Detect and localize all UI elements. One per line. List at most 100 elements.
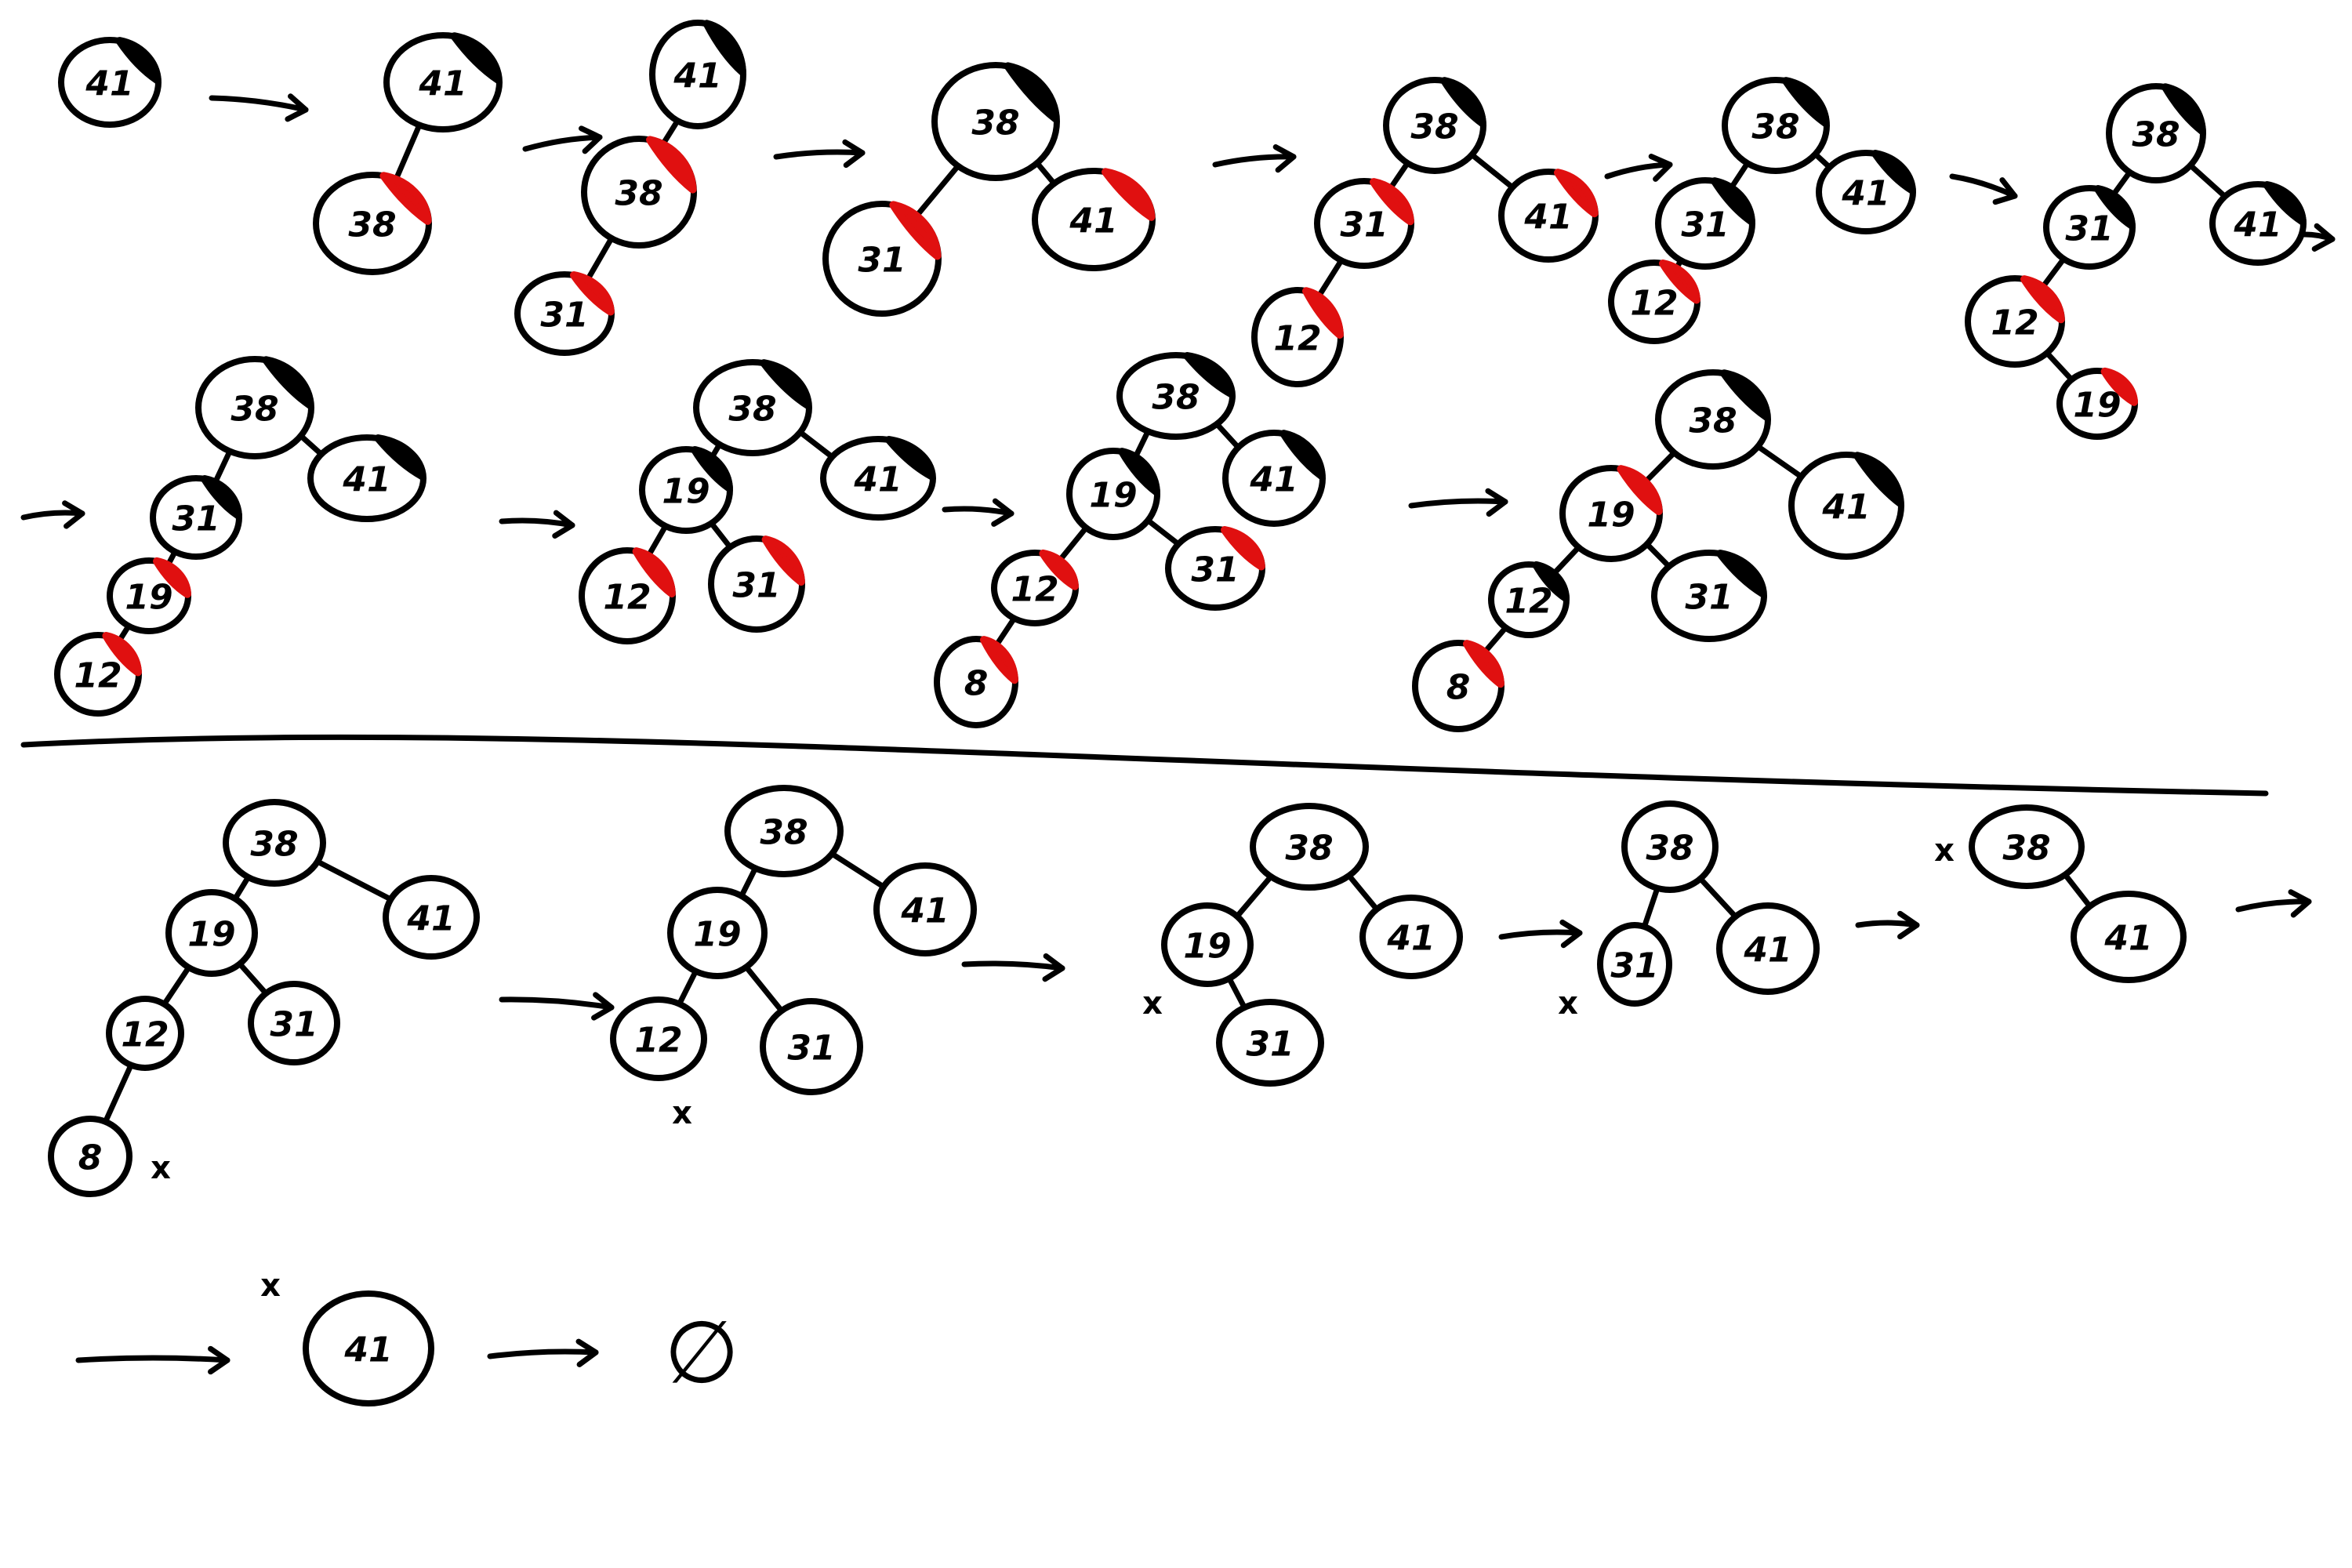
node-circle bbox=[248, 981, 340, 1065]
black-color-mark bbox=[1853, 452, 1904, 507]
step-arrow bbox=[499, 517, 575, 528]
tree-node-19: 19 bbox=[1066, 448, 1160, 540]
tree-node-12: 12 bbox=[1251, 287, 1344, 387]
tree-node-31: 31 bbox=[150, 475, 242, 560]
node-key: 38 bbox=[1152, 378, 1200, 418]
node-circle bbox=[48, 1116, 132, 1197]
step-arrow bbox=[487, 1348, 599, 1359]
tree-node-38: 38 bbox=[1722, 77, 1830, 174]
tree-node-8: 8 bbox=[934, 636, 1018, 728]
tree-node-41: 41 bbox=[1498, 169, 1599, 263]
node-key: 38 bbox=[230, 390, 278, 430]
node-key: 19 bbox=[1089, 476, 1137, 516]
node-key: 38 bbox=[760, 813, 808, 853]
node-key: 12 bbox=[121, 1015, 169, 1055]
node-key: 41 bbox=[343, 1330, 392, 1370]
red-color-mark bbox=[1221, 526, 1265, 571]
deleted-x-mark: x bbox=[151, 1150, 171, 1186]
step-arrow bbox=[20, 510, 85, 521]
tree-edge-38-31 bbox=[909, 158, 966, 223]
tree-node-41: 41 bbox=[2071, 891, 2187, 983]
node-key: 38 bbox=[1751, 107, 1799, 147]
black-color-mark bbox=[760, 359, 812, 410]
node-key: 41 bbox=[853, 460, 902, 500]
tree-node-38: 38 bbox=[931, 62, 1060, 181]
tree-node-31: 31 bbox=[822, 201, 942, 317]
step-arrow bbox=[522, 134, 603, 152]
tree-edge-38-41 bbox=[309, 855, 399, 906]
red-color-mark bbox=[1039, 549, 1079, 590]
node-key: 38 bbox=[1285, 829, 1333, 869]
arrow-head bbox=[552, 510, 575, 539]
tree-node-31: 31 bbox=[1314, 178, 1414, 269]
tree-node-38: 38 bbox=[195, 356, 314, 459]
node-key: 31 bbox=[1340, 205, 1388, 245]
tree-node-31: 31 bbox=[248, 981, 340, 1065]
node-key: 41 bbox=[1249, 460, 1298, 500]
node-key: 19 bbox=[693, 915, 741, 955]
tree-node-38: 38 bbox=[693, 359, 812, 456]
node-key: 41 bbox=[1386, 919, 1435, 959]
arrow-head bbox=[579, 125, 603, 154]
tree-node-19: 19 bbox=[165, 889, 258, 977]
tree-node-38: 38 bbox=[1250, 803, 1369, 891]
node-circle bbox=[1161, 902, 1254, 987]
arrow-head bbox=[1897, 910, 1920, 940]
deleted-x-mark: x bbox=[1142, 985, 1163, 1022]
tree-node-41: 41 bbox=[1788, 452, 1904, 560]
arrow-head bbox=[285, 93, 309, 122]
black-color-mark bbox=[1782, 77, 1830, 128]
node-key: 41 bbox=[85, 64, 133, 104]
tree-edge-19-12 bbox=[1054, 521, 1093, 567]
tree-node-38: 38 bbox=[1969, 804, 2085, 889]
tree-node-19: 19 bbox=[2056, 367, 2139, 440]
tree-node-38: 38 bbox=[2106, 83, 2206, 183]
black-color-mark bbox=[702, 20, 746, 76]
node-key: 31 bbox=[787, 1029, 835, 1069]
tree-node-12: 12 bbox=[579, 547, 676, 644]
tree-node-19: 19 bbox=[1559, 465, 1663, 562]
black-color-mark bbox=[1711, 177, 1755, 226]
step-arrow bbox=[1855, 920, 1920, 928]
node-key: 41 bbox=[342, 460, 390, 500]
step-arrow bbox=[961, 960, 1065, 971]
black-color-mark bbox=[1716, 550, 1767, 598]
tree-node-19: 19 bbox=[667, 887, 768, 979]
black-color-mark bbox=[1118, 448, 1160, 496]
tree-node-41: 41 bbox=[873, 862, 977, 956]
tree-node-31: 31 bbox=[1216, 999, 1324, 1087]
node-key: 19 bbox=[2073, 386, 2121, 426]
step-arrow bbox=[1498, 929, 1583, 940]
node-key: 12 bbox=[1011, 570, 1058, 610]
node-key: 41 bbox=[1523, 198, 1572, 238]
black-color-mark bbox=[1183, 352, 1236, 398]
tree-edge-12-8 bbox=[100, 1058, 136, 1129]
arrow-head bbox=[1559, 919, 1583, 949]
tree-node-31: 31 bbox=[1651, 550, 1767, 642]
node-layer: 41 41 38 41 38 31 38 31 41 38 31 41 12 38 31 41 12 38 31 41… bbox=[48, 20, 2307, 1406]
tree-node-41: 41 bbox=[303, 1290, 434, 1406]
red-color-mark bbox=[1102, 168, 1156, 221]
tree-node-41: 41 bbox=[1222, 430, 1326, 527]
node-circle bbox=[873, 862, 977, 956]
tree-edge-19-31 bbox=[740, 960, 788, 1018]
red-color-mark bbox=[2020, 275, 2065, 324]
tree-node-41: 41 bbox=[307, 434, 426, 522]
red-color-mark bbox=[153, 557, 191, 598]
node-key: 38 bbox=[2132, 115, 2180, 155]
section-divider bbox=[20, 734, 2269, 797]
node-circle bbox=[667, 887, 768, 979]
black-color-mark bbox=[1720, 369, 1771, 421]
tree-node-38: 38 bbox=[581, 136, 697, 249]
node-key: 31 bbox=[1681, 205, 1729, 245]
tree-node-31: 31 bbox=[1655, 177, 1755, 270]
red-color-mark bbox=[1617, 465, 1663, 516]
arrow-head bbox=[1648, 154, 1673, 182]
tree-node-31: 31 bbox=[760, 998, 863, 1095]
black-color-mark bbox=[2161, 83, 2206, 135]
red-color-mark bbox=[761, 535, 805, 586]
node-circle bbox=[165, 889, 258, 977]
tree-node-41: 41 bbox=[2209, 181, 2307, 266]
node-key: 31 bbox=[1191, 550, 1239, 590]
black-color-mark bbox=[2094, 185, 2136, 230]
